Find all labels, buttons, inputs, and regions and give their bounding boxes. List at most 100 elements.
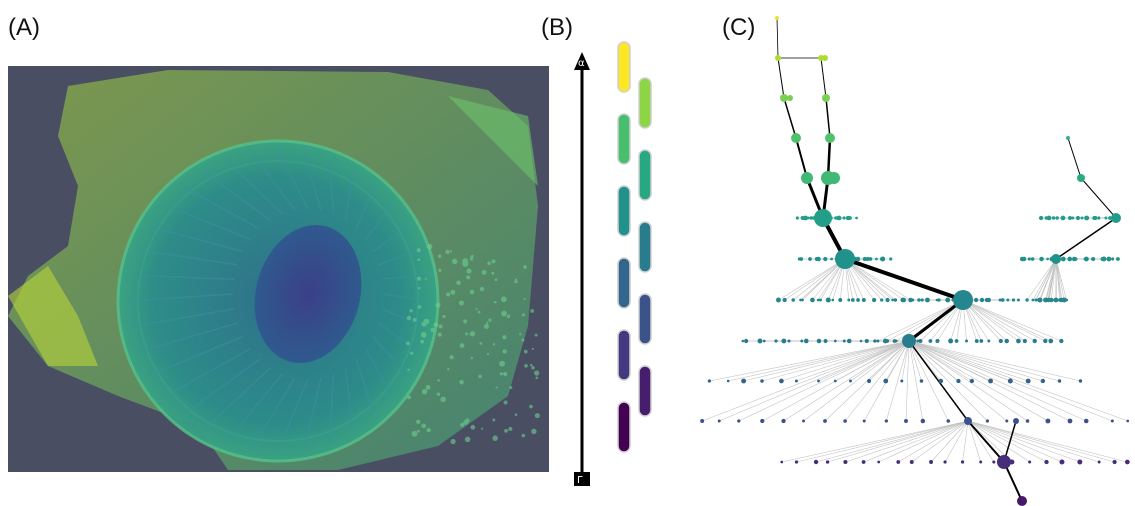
tree-node (997, 455, 1011, 469)
speckle (530, 309, 535, 313)
color-segment (617, 41, 631, 93)
radial-streak (277, 150, 309, 210)
faint-edge (908, 340, 1087, 422)
small-node (1006, 298, 1010, 302)
faint-edge (796, 420, 969, 463)
small-node (842, 216, 846, 220)
speckle (519, 333, 522, 336)
tree-node (814, 209, 832, 227)
speckle (424, 277, 427, 280)
faint-edge (844, 258, 905, 301)
small-node (757, 338, 763, 344)
faint-edge (962, 420, 969, 463)
small-node (825, 460, 830, 464)
faint-edge (728, 340, 910, 382)
small-node (1075, 215, 1081, 221)
color-segment (617, 329, 631, 381)
speckle (523, 265, 527, 269)
color-segment (617, 257, 631, 309)
speckle (494, 278, 498, 282)
small-node (1032, 338, 1037, 344)
speckle (410, 351, 414, 355)
speckle (524, 364, 528, 368)
small-node (1077, 459, 1083, 465)
small-node (1106, 256, 1112, 262)
faint-edge (908, 340, 1029, 382)
speckle (494, 300, 497, 304)
radial-streak (136, 322, 238, 354)
faint-edge (783, 340, 910, 422)
speckle (430, 327, 435, 332)
small-node (801, 298, 804, 302)
small-node (855, 256, 861, 262)
small-node (1044, 459, 1049, 465)
faint-edge (908, 340, 924, 422)
small-node (1038, 297, 1043, 303)
small-node (920, 298, 924, 302)
speckle (481, 269, 487, 275)
strong-edge (908, 298, 964, 343)
small-node (1045, 418, 1051, 424)
radial-streak (381, 274, 426, 280)
faint-edge (908, 340, 973, 382)
speckle (417, 286, 421, 290)
small-node (717, 419, 721, 423)
small-node (1078, 379, 1083, 383)
color-segment (617, 185, 631, 237)
speckle (423, 318, 430, 325)
small-node (760, 418, 765, 424)
faint-edge (908, 340, 988, 422)
small-node (817, 379, 820, 383)
small-node (1046, 257, 1049, 261)
small-node (823, 256, 828, 262)
volume-render-image (8, 66, 549, 472)
small-node (862, 256, 867, 262)
small-node (855, 216, 858, 220)
speckle (486, 321, 489, 325)
radial-streak (328, 373, 335, 443)
small-node (1112, 459, 1117, 465)
speckle (425, 385, 431, 390)
small-node (1000, 298, 1005, 302)
small-node (818, 298, 822, 302)
speckle (417, 276, 422, 281)
faint-edge (908, 340, 1049, 422)
small-node (985, 419, 990, 423)
color-segment (617, 113, 631, 165)
speckle (492, 418, 496, 422)
speckle (421, 423, 426, 429)
color-segment (617, 401, 631, 453)
tree-node (902, 334, 916, 348)
speckle (450, 438, 456, 445)
small-node (943, 460, 947, 464)
small-node (1059, 338, 1064, 344)
speckle (427, 243, 433, 250)
speckle (499, 360, 506, 367)
tree-node (1051, 254, 1061, 264)
small-node (954, 339, 959, 343)
small-node (833, 379, 837, 383)
faint-edge (967, 420, 1047, 463)
radial-streak (130, 308, 235, 328)
tree-node (787, 95, 793, 101)
small-node (918, 338, 923, 344)
radial-streak (364, 348, 394, 398)
speckle (437, 379, 440, 382)
small-node (998, 298, 1002, 302)
speckle (417, 305, 422, 309)
faint-edge (702, 340, 910, 422)
panel-label-a: (A) (8, 14, 40, 41)
speckle (481, 427, 484, 430)
small-node (795, 216, 799, 220)
speckle (451, 258, 458, 265)
strong-edge (1067, 137, 1082, 179)
small-node (1111, 257, 1115, 261)
color-segment (638, 77, 652, 129)
speckle (491, 259, 496, 264)
radial-streak (136, 248, 238, 266)
faint-edge (911, 420, 969, 463)
speckle (486, 352, 489, 356)
small-node (799, 298, 803, 302)
speckle (491, 271, 495, 275)
strong-edge (1003, 420, 1017, 463)
